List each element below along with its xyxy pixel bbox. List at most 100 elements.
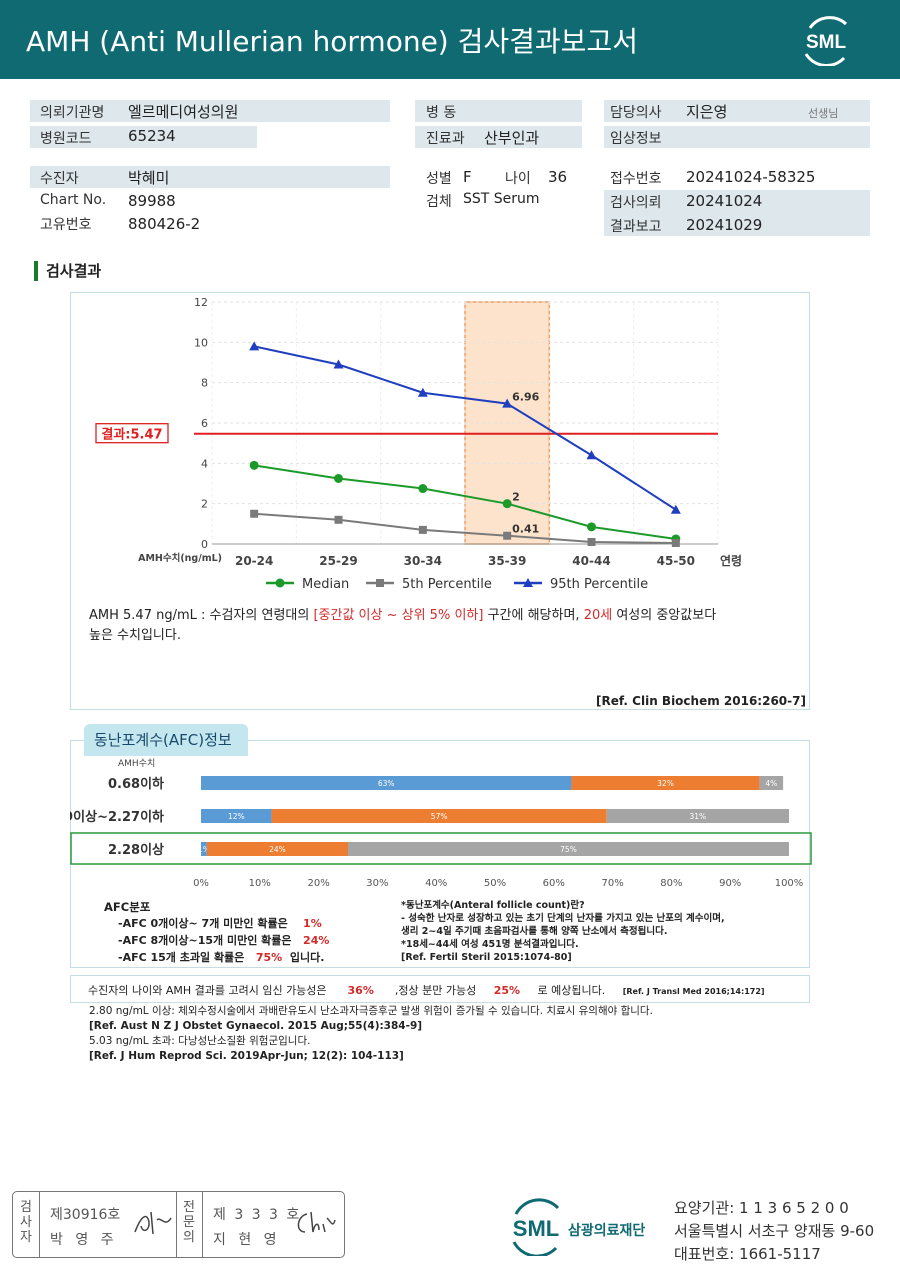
data-point (249, 341, 260, 351)
data-point (587, 537, 596, 546)
report-header: AMH (Anti Mullerian hormone) 검사결과보고서 SML (0, 0, 900, 79)
sml-footer-logo-icon: SML 삼광의료재단 (512, 1198, 645, 1256)
id-value: 880426-2 (128, 215, 201, 233)
organization-info: 요양기관: 1 1 3 6 5 2 0 0 서울특별시 서초구 양재동 9-60… (674, 1197, 874, 1266)
afc-row-label: 0.69이상~2.27이하 (70, 809, 164, 825)
doctor-label: 담당의사 (610, 105, 662, 121)
afc-bar-label: 12% (228, 812, 245, 821)
y-tick-label: 0 (201, 538, 208, 551)
series-line-95th-percentile (253, 345, 677, 511)
data-point (587, 522, 596, 532)
svg-text:삼광의료재단: 삼광의료재단 (568, 1222, 645, 1239)
afc-bar-segment (206, 842, 348, 856)
request-value: 20241024 (686, 192, 763, 210)
afc-x-tick-label: 30% (366, 878, 388, 889)
y-tick-label: 2 (201, 498, 208, 511)
examiner-name: 박 영 주 (50, 1232, 118, 1248)
summary-part-5: 여성의 중앙값보다 (612, 608, 717, 623)
pregnancy-probability: 36% (347, 984, 374, 997)
highlight-row-box (70, 832, 812, 865)
x-tick-label: 40-44 (572, 554, 610, 568)
afc-definition: *동난포계수(Anteral follicle count)란? - 성숙한 난… (401, 900, 725, 963)
x-tick-label: 25-29 (319, 554, 357, 568)
code-value: 65234 (128, 127, 176, 145)
afc-dist-title: AFC분포 (104, 900, 151, 914)
doctor-value: 지은영 (686, 103, 728, 121)
afc-bar-label: 63% (378, 779, 395, 788)
afc-x-tick-label: 100% (775, 878, 804, 889)
data-point (502, 398, 513, 408)
afc-bar-label: 75% (560, 845, 577, 854)
ward-label: 병 동 (426, 105, 457, 121)
series-line-5th-percentile (254, 512, 676, 544)
afc-stacked-bar-chart: AMH수치 0.68이하 63% 32% 4% 0.69이상~2.27이하 12% 57% 31… (70, 757, 812, 889)
y-tick-label: 4 (201, 457, 208, 470)
y-tick-label: 10 (194, 336, 208, 349)
data-label: 0.41 (512, 523, 539, 536)
code-label: 병원코드 (40, 131, 92, 147)
chart-label: Chart No. (40, 192, 107, 208)
legend-marker (523, 578, 533, 587)
specialist-name: 지 현 영 (213, 1232, 281, 1248)
afc-x-tick-label: 20% (307, 878, 329, 889)
chart-reference: [Ref. Clin Biochem 2016:260-7] (596, 694, 806, 708)
x-tick-label: 30-34 (404, 554, 442, 568)
data-point (334, 515, 343, 524)
afc-bar-segment (201, 809, 272, 823)
data-point (418, 484, 428, 494)
amh-line-chart: 0 2 4 6 8 10 12 20-24 25-29 30-34 35-39 40-44 45-50 A… (95, 296, 742, 592)
dept-label: 진료과 (426, 131, 465, 147)
afc-bar-label: 32% (657, 779, 674, 788)
patient-label: 수진자 (40, 171, 79, 187)
afc-x-tick-label: 10% (249, 878, 271, 889)
afc-bar-label: 24% (269, 845, 286, 854)
afc-bar-label: 57% (431, 812, 448, 821)
afc-dist-1-value: 1% (303, 917, 322, 930)
report-date-value: 20241029 (686, 216, 763, 234)
afc-row-label: 0.68이하 (108, 776, 164, 792)
dept-value: 산부인과 (484, 129, 540, 147)
summary-age: 20세 (583, 608, 613, 623)
afc-bar-segment (759, 776, 784, 790)
data-point (250, 509, 259, 518)
result-summary: AMH 5.47 ng/mL : 수검자의 연령대의 [중간값 이상 ~ 상위 … (89, 606, 819, 646)
examiner-signature-icon (134, 1211, 172, 1235)
svg-text:SML: SML (513, 1216, 559, 1241)
afc-bar-segment (571, 776, 760, 790)
clinical-label: 임상정보 (610, 131, 662, 147)
section-title: 검사결과 (34, 261, 101, 281)
summary-range: [중간값 이상 ~ 상위 5% 이하] (313, 608, 484, 623)
examiner-number: 제30916호 (50, 1207, 121, 1223)
afc-dist-1: -AFC 0개이상~ 7개 미만인 확률은 1% (118, 917, 322, 930)
afc-bar-segment (606, 809, 789, 823)
age-label: 나이 (505, 171, 531, 187)
note-2: [Ref. Aust N Z J Obstet Gynaecol. 2015 A… (89, 1020, 423, 1032)
request-label: 검사의뢰 (610, 195, 662, 211)
delivery-probability: 25% (493, 984, 521, 997)
data-point (502, 499, 512, 509)
afc-dist-3: -AFC 15개 초과일 확률은 75% 입니다. (118, 951, 325, 964)
summary-part-6: 높은 수치입니다. (89, 628, 181, 643)
x-tick-label: 35-39 (488, 554, 526, 568)
afc-x-tick-label: 40% (425, 878, 447, 889)
summary-part-1: AMH 5.47 ng/mL : 수검자의 연령대의 (89, 608, 314, 623)
afc-x-tick-label: 80% (660, 878, 682, 889)
afc-bar-segment (271, 809, 607, 823)
notes: 2.80 ng/mL 이상: 체외수정시술에서 과배란유도시 난소과자극증후군 … (89, 1004, 653, 1064)
legend-label: Median (302, 577, 349, 592)
data-point (249, 460, 259, 470)
series-line-median (254, 464, 676, 540)
afc-dist-2: -AFC 8개이상~15개 미만인 확률은 24% (118, 934, 330, 947)
legend-label: 95th Percentile (550, 577, 648, 592)
report-title: AMH (Anti Mullerian hormone) 검사결과보고서 (26, 25, 638, 58)
note-3: 5.03 ng/mL 초과: 다낭성난소질환 위험군입니다. (89, 1035, 311, 1047)
chart-panel (70, 292, 810, 710)
institution-value: 엘르메디여성의원 (128, 103, 239, 121)
report-date-label: 결과보고 (610, 219, 662, 235)
data-point (586, 450, 597, 460)
result-label: 결과:5.47 (101, 427, 162, 443)
receipt-label: 접수번호 (610, 171, 662, 187)
probability-box (70, 975, 810, 1003)
